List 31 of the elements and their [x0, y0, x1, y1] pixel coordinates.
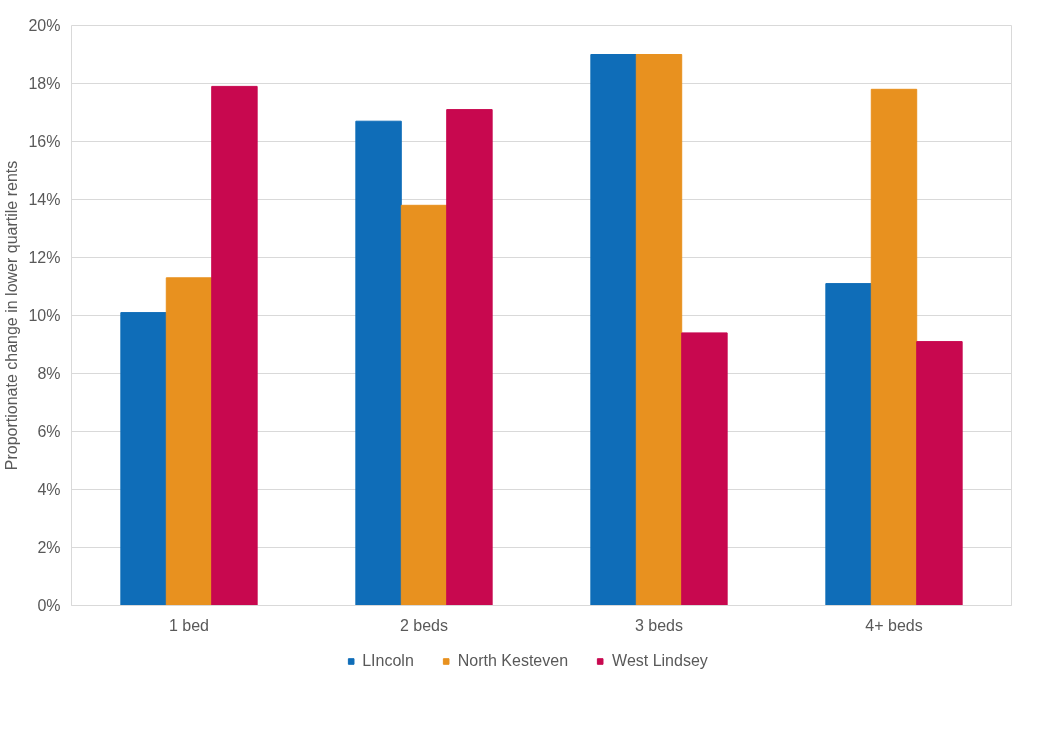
legend-label: LIncoln	[362, 652, 414, 670]
y-tick-label: 2%	[37, 539, 61, 556]
y-tick-label: 14%	[28, 191, 61, 208]
legend-label: West Lindsey	[612, 652, 708, 670]
bar	[635, 54, 683, 606]
legend-label: North Kesteven	[457, 652, 569, 670]
bar	[355, 120, 402, 606]
x-tick-label: 3 beds	[634, 616, 684, 634]
bar	[400, 204, 448, 606]
y-tick-label: 12%	[28, 249, 61, 266]
y-tick-label: 20%	[28, 17, 61, 34]
bar	[825, 283, 872, 606]
y-tick-label: 10%	[28, 307, 61, 324]
y-tick-label: 8%	[37, 365, 61, 382]
bar	[590, 54, 637, 606]
x-tick-label: 1 bed	[168, 616, 210, 634]
bar	[916, 341, 963, 606]
y-tick-label: 16%	[28, 133, 61, 150]
bar	[211, 85, 258, 606]
y-axis-title: Proportionate change in lower quartile rents	[3, 160, 21, 471]
bar	[165, 277, 213, 606]
bar	[446, 109, 493, 606]
bar	[870, 88, 918, 606]
y-tick-label: 18%	[28, 75, 61, 92]
bar	[120, 312, 167, 606]
y-tick-label: 6%	[37, 423, 61, 440]
x-tick-label: 4+ beds	[865, 616, 923, 634]
y-tick-label: 0%	[37, 597, 61, 614]
y-tick-label: 4%	[37, 481, 61, 498]
x-tick-label: 2 beds	[399, 616, 449, 634]
bar	[681, 332, 728, 606]
